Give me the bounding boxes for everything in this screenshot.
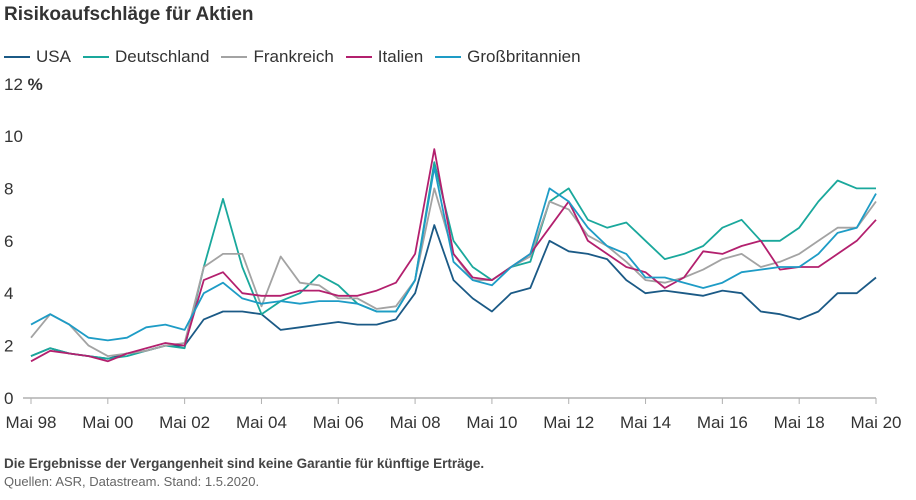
y-unit: % bbox=[27, 75, 43, 94]
series-line-frankreich bbox=[30, 187, 877, 358]
x-tick-label: Mai 16 bbox=[697, 413, 748, 432]
legend-label: Italien bbox=[377, 47, 424, 66]
legend-swatch bbox=[221, 56, 248, 58]
legend: USA Deutschland Frankreich Italien Großbrita… bbox=[4, 47, 581, 67]
legend-label: Deutschland bbox=[114, 47, 210, 66]
y-top-value: 12 bbox=[4, 75, 23, 94]
y-tick-label: 4 bbox=[4, 284, 13, 303]
legend-label: USA bbox=[36, 47, 71, 66]
legend-item: Deutschland bbox=[82, 47, 210, 67]
legend-swatch bbox=[82, 56, 109, 58]
x-tick-label: Mai 00 bbox=[82, 413, 133, 432]
y-tick-label: 0 bbox=[4, 389, 13, 408]
legend-swatch bbox=[345, 56, 372, 58]
x-tick-label: Mai 18 bbox=[774, 413, 825, 432]
legend-item: Frankreich bbox=[221, 47, 334, 67]
x-tick-label: Mai 06 bbox=[313, 413, 364, 432]
series-line-italien bbox=[30, 148, 877, 363]
y-tick-label: 2 bbox=[4, 337, 13, 356]
y-axis-top-label: 12 % bbox=[4, 75, 43, 95]
legend-swatch bbox=[435, 56, 462, 58]
x-tick-label: Mai 98 bbox=[5, 413, 56, 432]
y-tick-label: 10 bbox=[4, 127, 23, 146]
line-chart: 0 2 4 6 8 10 Mai 98 Mai 00 Mai 02 Mai 04 Mai 06 Mai… bbox=[4, 127, 902, 432]
legend-swatch bbox=[4, 56, 30, 58]
legend-item: Italien bbox=[345, 47, 424, 67]
x-tick-label: Mai 12 bbox=[543, 413, 594, 432]
legend-label: Großbritannien bbox=[467, 47, 581, 66]
chart-title: Risikoaufschläge für Aktien bbox=[4, 4, 254, 25]
y-tick-label: 6 bbox=[4, 232, 13, 251]
disclaimer: Die Ergebnisse der Vergangenheit sind ke… bbox=[4, 456, 485, 471]
x-tick-label: Mai 10 bbox=[466, 413, 517, 432]
series-line-usa bbox=[30, 224, 877, 360]
x-tick-label: Mai 04 bbox=[236, 413, 287, 432]
x-tick-label: Mai 14 bbox=[620, 413, 671, 432]
series-line-deutschland bbox=[30, 161, 876, 360]
legend-item: Großbritannien bbox=[435, 47, 581, 67]
source-note: Quellen: ASR, Datastream. Stand: 1.5.202… bbox=[4, 474, 260, 489]
y-tick-label: 8 bbox=[4, 179, 13, 198]
x-tick-label: Mai 02 bbox=[159, 413, 210, 432]
x-tick-label: Mai 08 bbox=[390, 413, 441, 432]
series-line-großbritannien bbox=[30, 166, 877, 342]
legend-label: Frankreich bbox=[253, 47, 334, 66]
legend-item: USA bbox=[4, 47, 71, 67]
x-tick-label: Mai 20 bbox=[850, 413, 901, 432]
